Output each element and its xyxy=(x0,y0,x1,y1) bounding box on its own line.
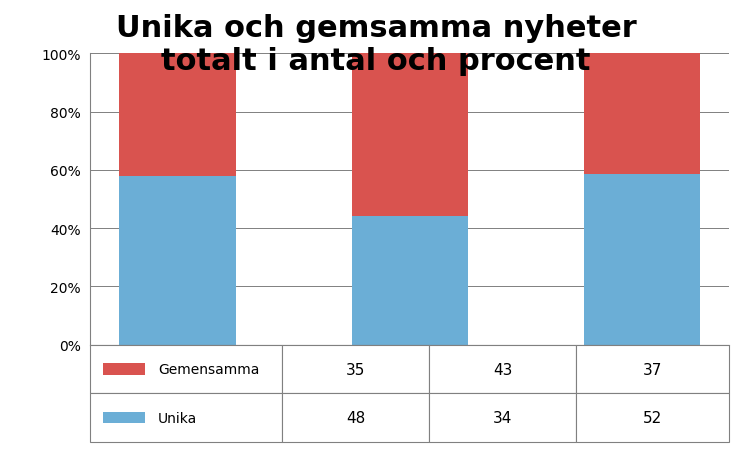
Text: 43: 43 xyxy=(493,362,512,377)
Text: 52: 52 xyxy=(643,410,663,425)
Text: Unika: Unika xyxy=(158,411,197,425)
Bar xyxy=(584,175,700,345)
Text: 37: 37 xyxy=(643,362,663,377)
FancyBboxPatch shape xyxy=(90,393,282,442)
Bar xyxy=(352,216,468,345)
Text: Gemensamma: Gemensamma xyxy=(158,362,259,376)
Text: 48: 48 xyxy=(346,410,365,425)
FancyBboxPatch shape xyxy=(429,345,576,393)
FancyBboxPatch shape xyxy=(282,345,429,393)
FancyBboxPatch shape xyxy=(90,345,282,393)
Text: 34: 34 xyxy=(493,410,512,425)
Bar xyxy=(103,364,145,375)
Bar xyxy=(103,412,145,423)
FancyBboxPatch shape xyxy=(429,393,576,442)
FancyBboxPatch shape xyxy=(576,393,729,442)
Bar xyxy=(120,177,235,345)
Text: 35: 35 xyxy=(346,362,365,377)
FancyBboxPatch shape xyxy=(576,345,729,393)
Bar xyxy=(584,54,700,175)
FancyBboxPatch shape xyxy=(282,393,429,442)
Text: Unika och gemsamma nyheter
totalt i antal och procent: Unika och gemsamma nyheter totalt i anta… xyxy=(116,14,636,76)
Bar xyxy=(352,54,468,216)
Bar xyxy=(120,54,235,177)
